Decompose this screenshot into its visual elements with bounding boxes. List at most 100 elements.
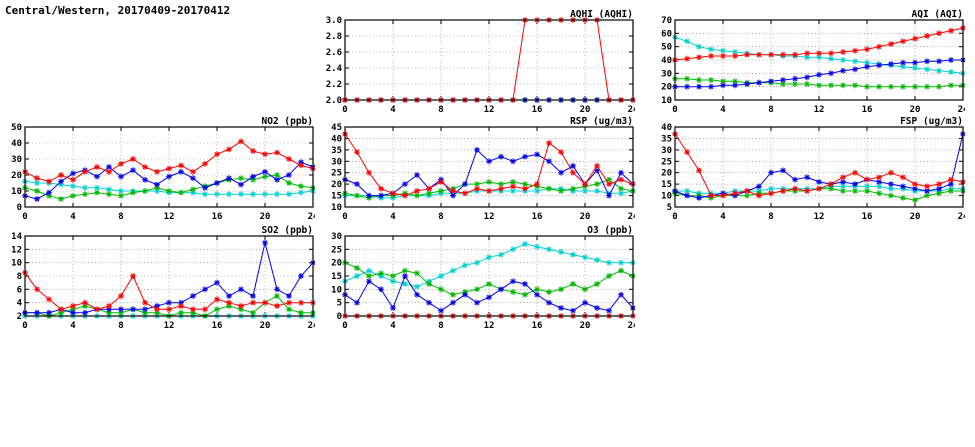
y-tick-label: 20: [331, 259, 342, 269]
series-blue-markers: [22, 159, 316, 202]
x-tick-label: 24: [958, 212, 965, 222]
chart-title: O3 (ppb): [587, 225, 633, 236]
x-tick-label: 20: [260, 321, 271, 331]
y-tick-label: 10: [331, 285, 342, 295]
y-tick-label: 15: [661, 180, 672, 190]
chart-title: SO2 (ppb): [262, 225, 313, 236]
series-green-markers: [22, 293, 316, 319]
y-tick-label: 35: [331, 146, 342, 156]
x-tick-label: 4: [720, 212, 726, 222]
x-tick-label: 20: [260, 212, 271, 222]
x-tick-label: 24: [308, 321, 315, 331]
y-tick-label: 2.4: [326, 64, 343, 74]
chart-svg-aqhi: 2.0 2.2 2.4 2.6 2.8 3.0 0 4 8 12 16 20 24 AQHI (AQHI): [326, 9, 639, 115]
chart-fsp: 51015202530354004812162024FSP (ug/m3): [650, 115, 969, 227]
page-title: Central/Western, 20170409-20170412: [5, 4, 231, 17]
x-tick-label: 20: [910, 212, 921, 222]
y-tick-label: 3.0: [326, 16, 342, 26]
y-tick-label: 4: [17, 299, 23, 309]
y-tick-label: 30: [11, 155, 22, 165]
chart-aqi: 10 20 30 40 50 60 70 0 4 8 12 16 20 24 AQI (AQI): [650, 8, 969, 120]
y-tick-label: 25: [331, 245, 342, 255]
x-tick-label: 20: [580, 212, 591, 222]
series-blue-markers: [342, 273, 636, 314]
y-tick-label: 10: [661, 96, 672, 106]
y-tick-label: 45: [331, 123, 342, 133]
y-tick-label: 15: [331, 192, 342, 202]
x-tick-label: 0: [672, 105, 677, 115]
x-tick-label: 0: [342, 105, 347, 115]
x-tick-label: 16: [212, 321, 223, 331]
x-tick-label: 24: [628, 321, 635, 331]
chart-rsp: 101520253035404504812162024RSP (ug/m3): [320, 115, 639, 227]
x-tick-label: 12: [164, 212, 175, 222]
x-tick-label: 4: [390, 212, 396, 222]
y-tick-label: 2: [17, 312, 22, 322]
y-tick-label: 8: [17, 272, 22, 282]
y-tick-label: 0: [337, 312, 342, 322]
x-tick-label: 8: [768, 212, 773, 222]
x-tick-label: 8: [118, 212, 123, 222]
x-tick-label: 0: [672, 212, 677, 222]
chart-title: AQI (AQI): [912, 9, 963, 20]
chart-title: NO2 (ppb): [262, 116, 313, 127]
x-tick-label: 12: [814, 212, 825, 222]
y-tick-label: 60: [661, 29, 672, 39]
x-tick-label: 0: [342, 321, 347, 331]
x-tick-label: 4: [720, 105, 726, 115]
chart-title: FSP (ug/m3): [900, 116, 963, 127]
x-tick-label: 4: [70, 212, 76, 222]
y-tick-label: 2.0: [326, 96, 342, 106]
y-tick-label: 25: [661, 157, 672, 167]
series-red-markers: [672, 131, 966, 199]
x-tick-label: 0: [22, 321, 27, 331]
x-tick-label: 8: [118, 321, 123, 331]
y-tick-label: 40: [11, 139, 22, 149]
y-tick-label: 40: [331, 134, 342, 144]
y-tick-label: 5: [667, 203, 672, 213]
x-tick-label: 24: [628, 212, 635, 222]
x-tick-label: 12: [814, 105, 825, 115]
x-tick-label: 8: [438, 212, 443, 222]
y-tick-label: 30: [661, 69, 672, 79]
y-tick-label: 14: [11, 232, 22, 242]
y-tick-label: 12: [11, 245, 22, 255]
x-tick-label: 16: [532, 321, 543, 331]
chart-svg-o3: 0 5 10 15 20 25 30 0 4 8 12 16 20 24 O3 (ppb): [331, 225, 639, 331]
y-tick-label: 35: [661, 134, 672, 144]
y-tick-label: 30: [661, 146, 672, 156]
chart-svg-fsp: 51015202530354004812162024FSP (ug/m3): [661, 116, 969, 222]
y-tick-label: 40: [661, 123, 672, 133]
series-red-markers: [342, 131, 636, 199]
y-tick-label: 50: [11, 123, 22, 133]
chart-svg-aqi: 10 20 30 40 50 60 70 0 4 8 12 16 20 24 AQI (AQI): [661, 9, 969, 115]
y-tick-label: 2.8: [326, 32, 342, 42]
x-tick-label: 4: [390, 105, 396, 115]
chart-svg-no2: 0 10 20 30 40 50 0 4 8 12 16 20 24 NO2 (ppb): [11, 116, 319, 222]
x-tick-label: 12: [484, 321, 495, 331]
y-tick-label: 10: [331, 203, 342, 213]
x-tick-label: 24: [628, 105, 635, 115]
x-tick-label: 16: [862, 105, 873, 115]
x-tick-label: 20: [580, 321, 591, 331]
x-tick-label: 24: [958, 105, 965, 115]
series-red: [345, 19, 633, 101]
x-tick-label: 24: [308, 212, 315, 222]
x-tick-label: 8: [768, 105, 773, 115]
y-tick-label: 20: [661, 169, 672, 179]
chart-o3: 0 5 10 15 20 25 30 0 4 8 12 16 20 24 O3 (ppb): [320, 224, 639, 336]
x-tick-label: 16: [532, 212, 543, 222]
y-tick-label: 10: [661, 192, 672, 202]
x-tick-label: 16: [532, 105, 543, 115]
series-green-markers: [672, 75, 966, 90]
chart-svg-rsp: 101520253035404504812162024RSP (ug/m3): [331, 116, 639, 222]
y-tick-label: 20: [661, 83, 672, 93]
x-tick-label: 0: [22, 212, 27, 222]
chart-aqhi: 2.0 2.2 2.4 2.6 2.8 3.0 0 4 8 12 16 20 24 AQHI (AQHI): [320, 8, 639, 120]
x-tick-label: 20: [580, 105, 591, 115]
chart-title: RSP (ug/m3): [570, 116, 633, 127]
x-tick-label: 20: [910, 105, 921, 115]
y-tick-label: 2.2: [326, 80, 342, 90]
y-tick-label: 6: [17, 285, 22, 295]
